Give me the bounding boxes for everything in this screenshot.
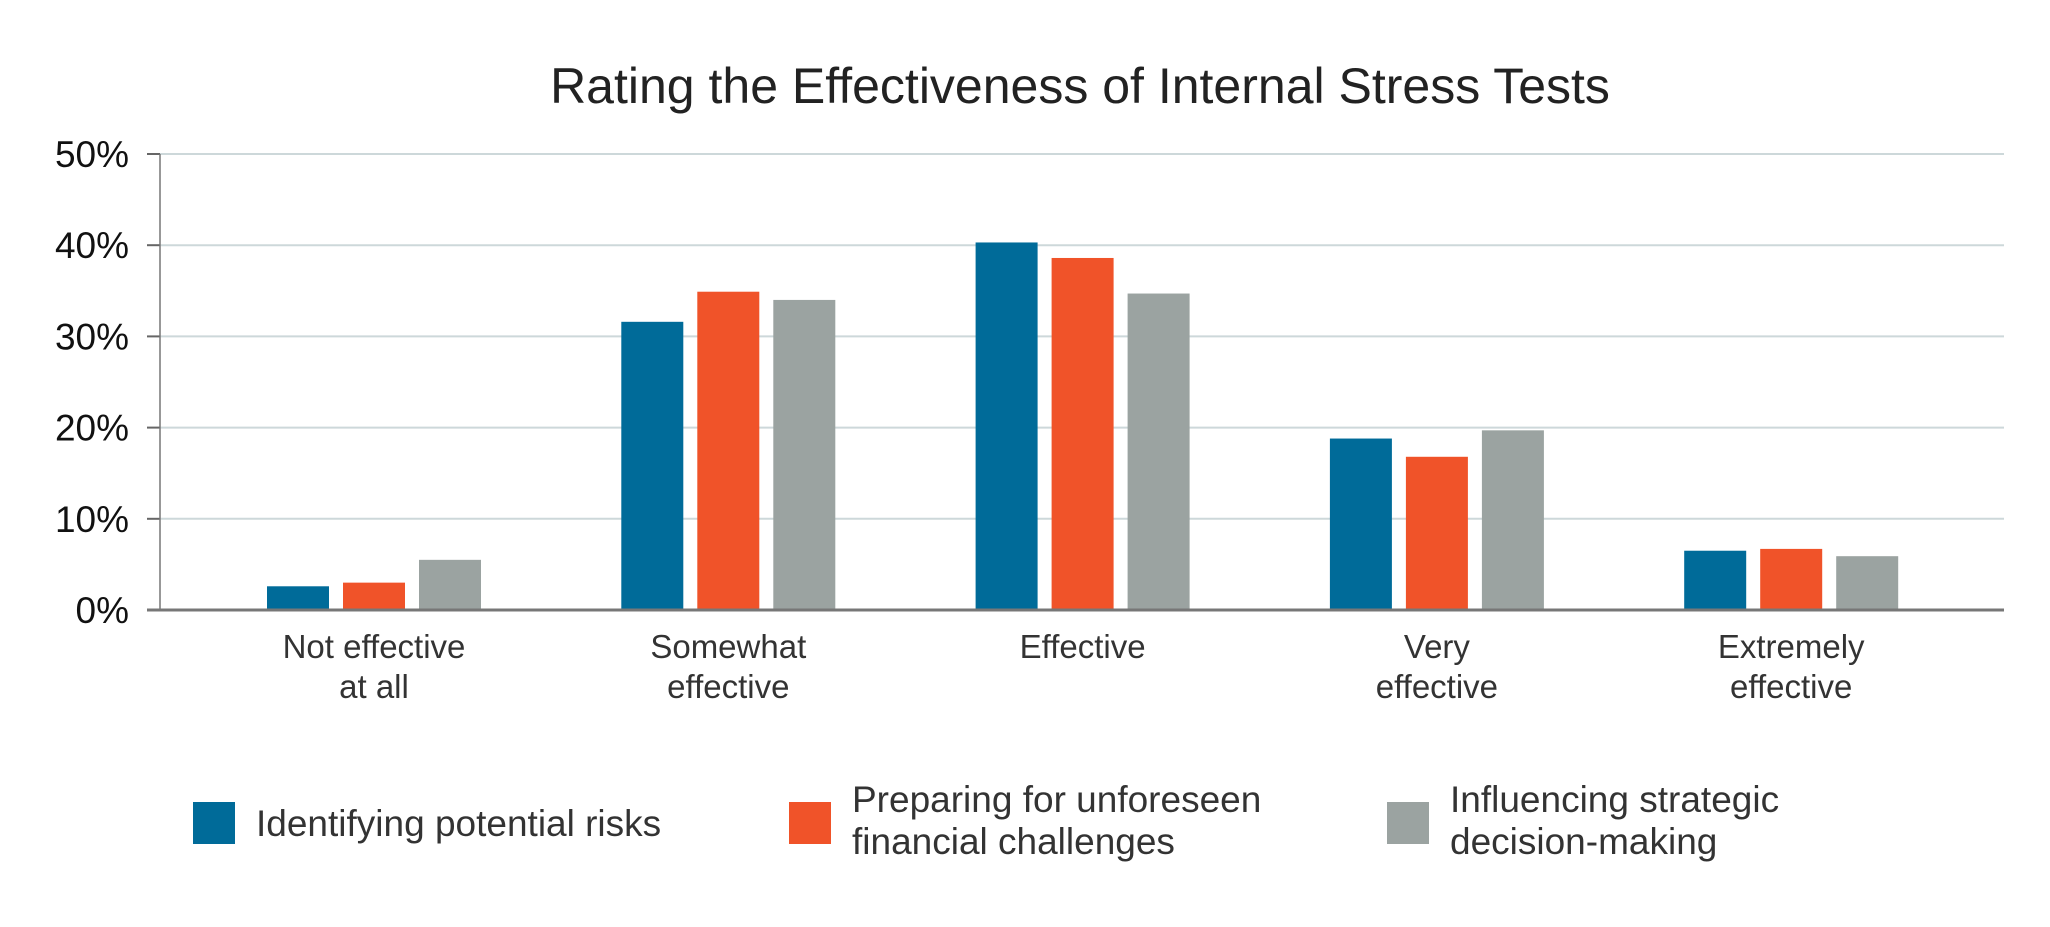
legend-swatch xyxy=(789,802,831,844)
bar xyxy=(1127,293,1190,610)
bar xyxy=(1836,556,1899,610)
y-tick-label: 40% xyxy=(55,225,129,266)
bar xyxy=(1405,456,1468,610)
y-tick-label: 20% xyxy=(55,408,129,449)
bar xyxy=(1051,257,1114,610)
bar xyxy=(1760,548,1823,610)
bar xyxy=(419,559,481,610)
x-tick-label: Very xyxy=(1404,628,1471,665)
chart-title: Rating the Effectiveness of Internal Str… xyxy=(550,58,1610,114)
x-tick-label: effective xyxy=(1730,668,1852,705)
bars xyxy=(267,242,1899,611)
legend-label: financial challenges xyxy=(852,821,1175,862)
bar xyxy=(697,291,760,610)
x-tick-label: effective xyxy=(667,668,789,705)
legend-swatch xyxy=(193,802,235,844)
bar xyxy=(343,582,405,610)
bar xyxy=(975,242,1038,611)
x-tick-label: at all xyxy=(339,668,409,705)
legend-label: Influencing strategic xyxy=(1450,779,1779,820)
legend-item: Identifying potential risks xyxy=(193,802,661,844)
x-tick-label: Somewhat xyxy=(650,628,806,665)
bar xyxy=(1329,438,1392,610)
y-tick-label: 30% xyxy=(55,316,129,357)
legend: Identifying potential risks Preparing for… xyxy=(193,779,1779,862)
axes: 0% 10% 20% 30% 40% 50% xyxy=(55,134,2004,631)
x-tick-label: effective xyxy=(1376,668,1498,705)
bar xyxy=(267,586,329,610)
y-tick-label: 0% xyxy=(76,590,129,631)
bar xyxy=(621,321,684,610)
bar xyxy=(1684,550,1747,610)
y-tick-label: 50% xyxy=(55,134,129,175)
x-tick-label: Effective xyxy=(1020,628,1146,665)
bar xyxy=(1481,430,1544,610)
legend-swatch xyxy=(1387,802,1429,844)
y-tick-label: 10% xyxy=(55,499,129,540)
legend-label: decision-making xyxy=(1450,821,1717,862)
x-tick-label: Not effective xyxy=(283,628,466,665)
legend-label: Identifying potential risks xyxy=(256,803,661,844)
x-tick-label: Extremely xyxy=(1718,628,1865,665)
bar xyxy=(773,299,836,610)
legend-label: Preparing for unforeseen xyxy=(852,779,1261,820)
